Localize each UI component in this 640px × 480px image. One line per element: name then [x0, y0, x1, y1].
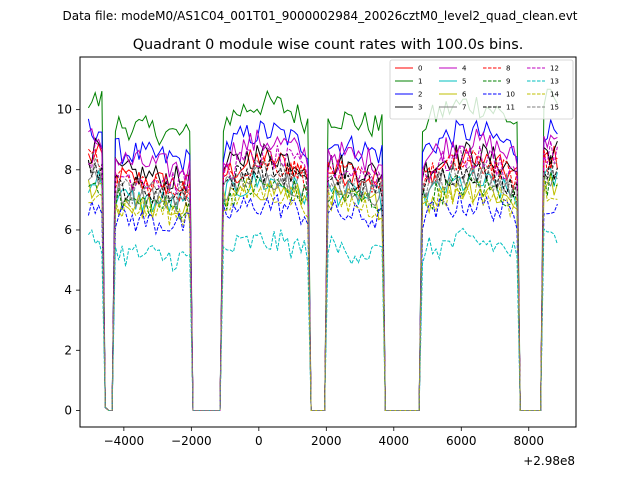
legend-label-1: 1	[418, 78, 422, 86]
series-line-13	[87, 227, 558, 411]
series-line-10	[87, 191, 558, 411]
y-tick-label: 0	[64, 403, 72, 417]
x-axis: −4000 −2000 0 2000 4000 6000 8000	[104, 427, 544, 448]
x-tick-label: 2000	[311, 434, 342, 448]
x-offset-label: +2.98e8	[523, 454, 575, 468]
series-line-6	[87, 174, 558, 411]
series-line-15	[88, 156, 558, 411]
chart-title: Quadrant 0 module wise count rates with …	[133, 37, 524, 53]
series-layer	[87, 88, 558, 411]
legend-label-14: 14	[550, 91, 559, 99]
series-line-14	[88, 177, 558, 411]
y-tick-label: 4	[64, 283, 72, 297]
legend-label-11: 11	[506, 104, 515, 112]
legend-label-0: 0	[418, 65, 422, 73]
series-line-2	[87, 117, 558, 411]
legend-label-8: 8	[506, 65, 510, 73]
legend-label-4: 4	[462, 65, 467, 73]
x-tick-label: −4000	[104, 434, 145, 448]
series-line-0	[87, 142, 558, 411]
series-line-4	[88, 127, 558, 411]
x-tick-label: 0	[255, 434, 263, 448]
plot-area-frame	[79, 56, 577, 428]
x-tick-label: −2000	[171, 434, 212, 448]
y-tick-label: 6	[64, 223, 72, 237]
y-tick-label: 8	[64, 163, 72, 177]
y-axis: 0 2 4 6 8 10	[57, 103, 80, 417]
legend-label-12: 12	[550, 65, 559, 73]
legend-frame	[389, 59, 574, 120]
y-tick-label: 10	[57, 103, 72, 117]
x-tick-label: 6000	[446, 434, 477, 448]
legend-label-9: 9	[506, 78, 510, 86]
legend-label-6: 6	[462, 91, 467, 99]
y-tick-label: 2	[64, 343, 72, 357]
x-tick-label: 4000	[379, 434, 410, 448]
legend-label-13: 13	[550, 78, 559, 86]
legend-label-5: 5	[462, 78, 466, 86]
legend-label-2: 2	[418, 91, 422, 99]
legend-label-15: 15	[550, 104, 559, 112]
legend-label-3: 3	[418, 104, 422, 112]
legend-label-10: 10	[506, 91, 515, 99]
legend-label-7: 7	[462, 104, 466, 112]
chart-suptitle: Data file: modeM0/AS1C04_001T01_90000029…	[62, 9, 577, 23]
series-line-9	[88, 171, 558, 411]
x-tick-label: 8000	[513, 434, 544, 448]
